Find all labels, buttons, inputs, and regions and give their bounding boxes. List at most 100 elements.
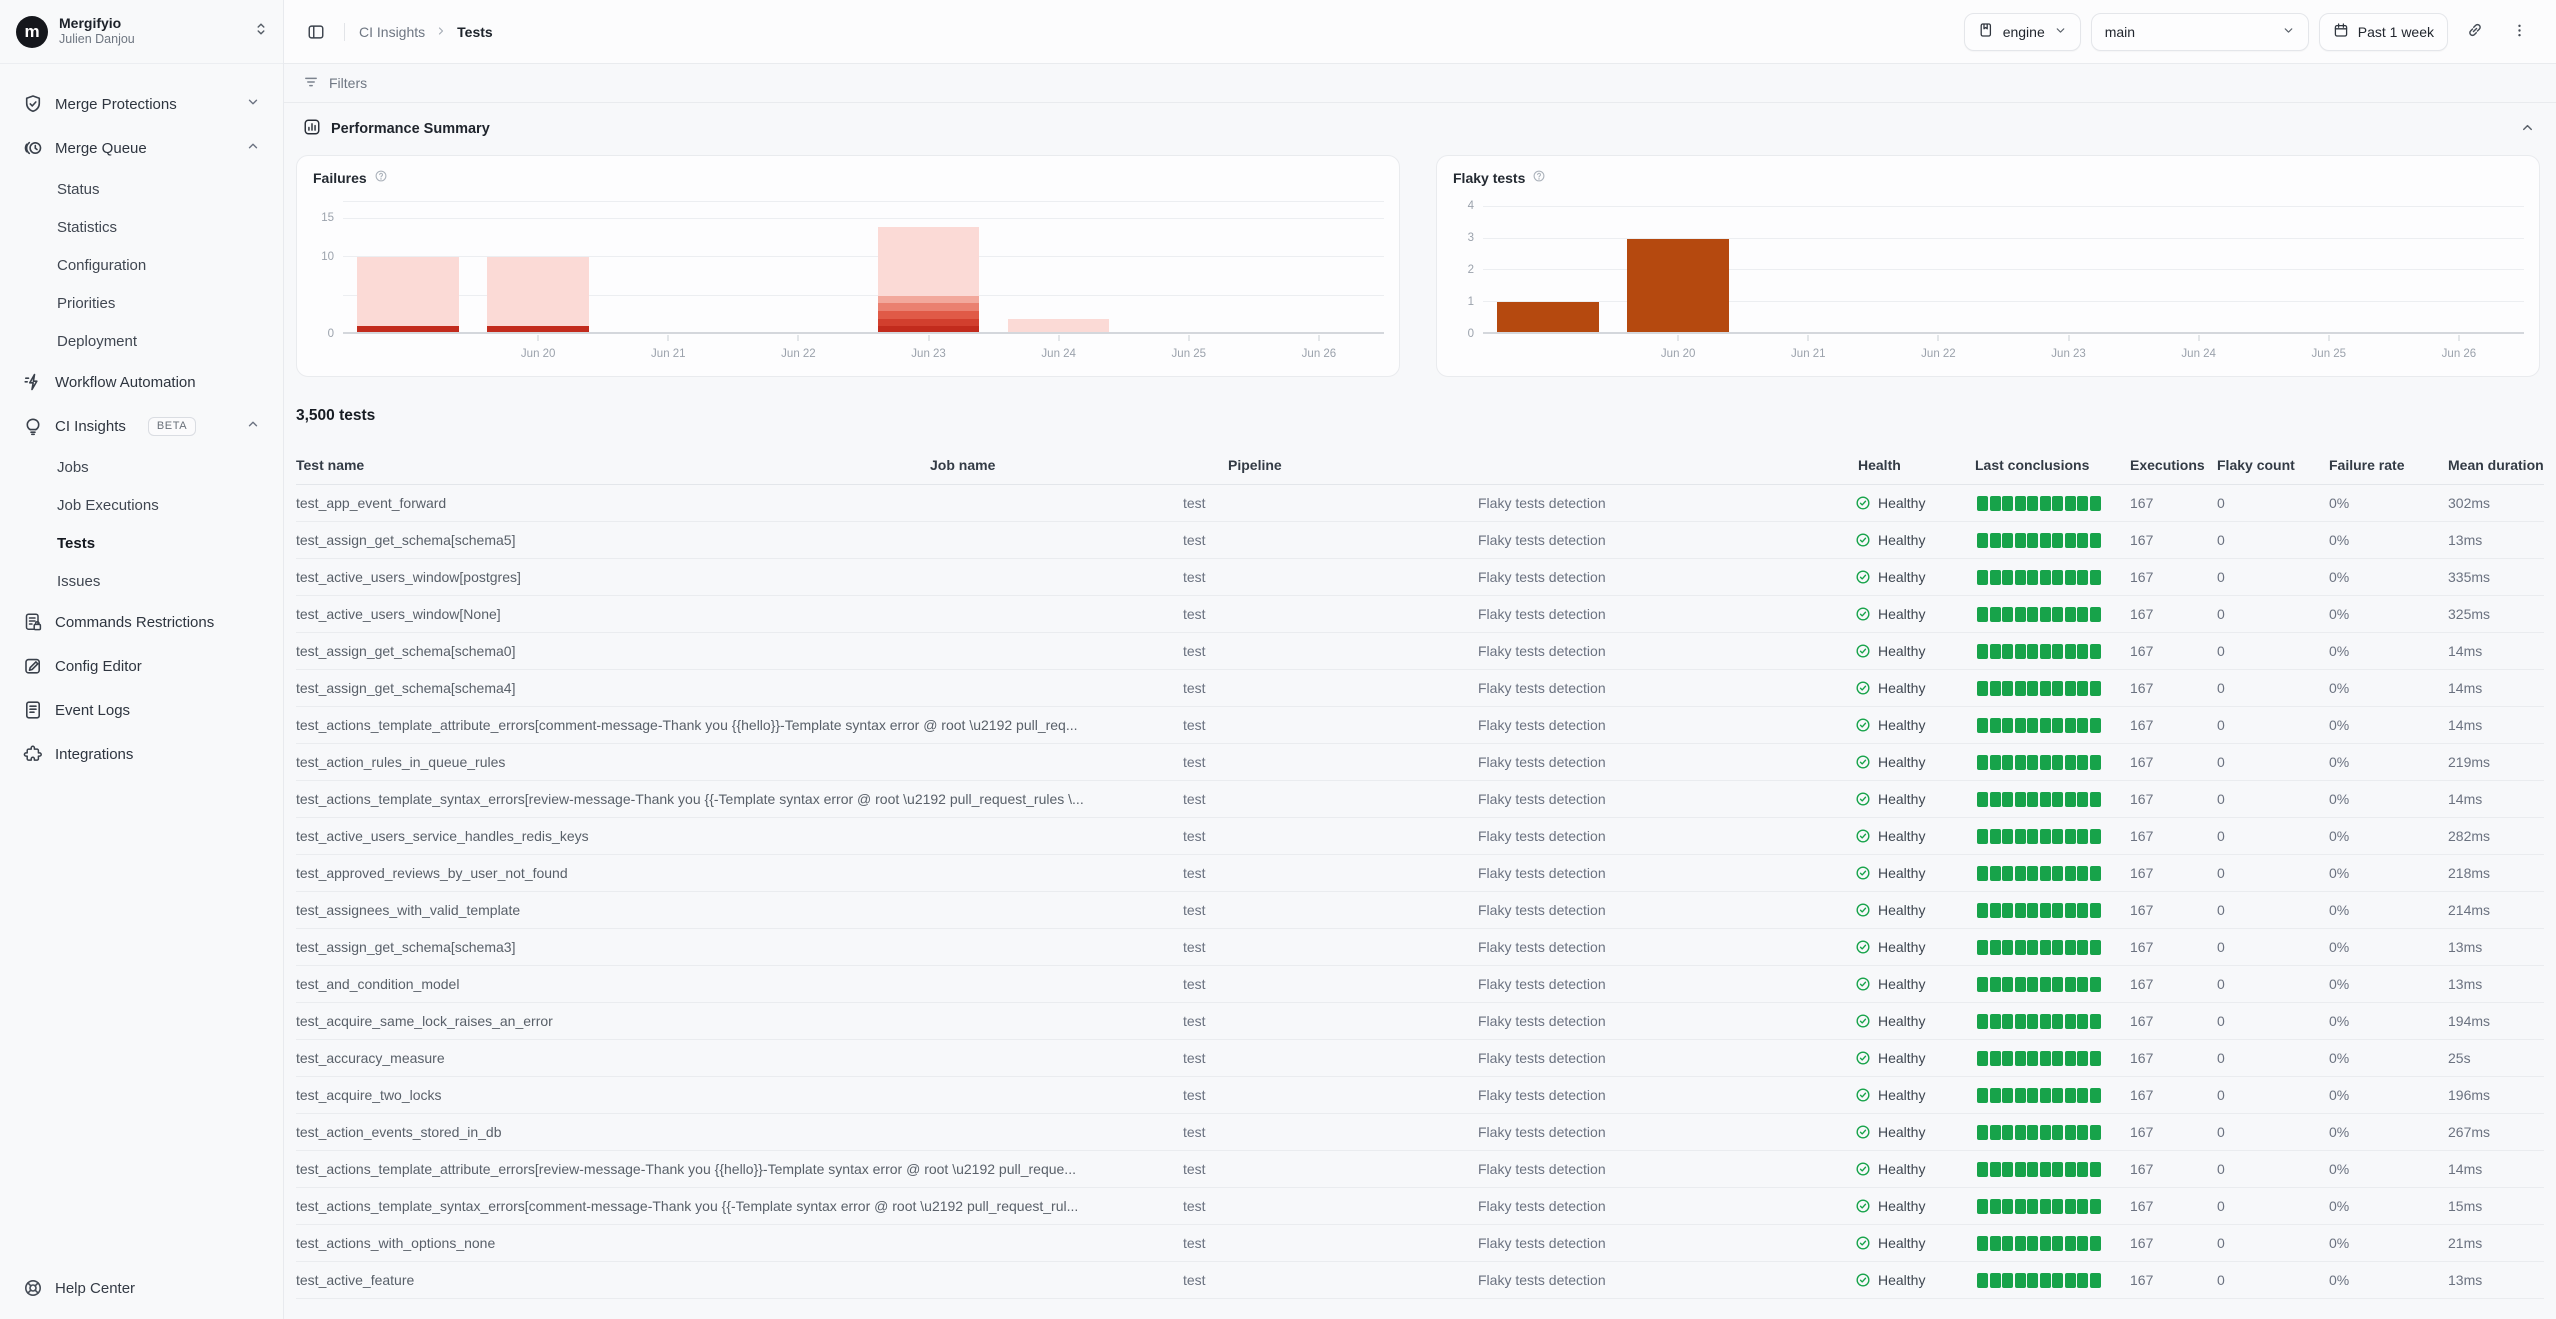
conclusion-success-block [2052,495,2063,511]
performance-summary-title: Performance Summary [331,121,490,137]
table-row[interactable]: test_actions_template_attribute_errors[c… [296,707,2544,744]
sidebar-item-event-logs[interactable]: Event Logs [12,688,271,732]
healthy-check-icon [1855,1087,1871,1103]
copy-link-button[interactable] [2458,15,2492,49]
table-row[interactable]: test_actions_with_options_none test Flaky … [296,1225,2544,1262]
table-row[interactable]: test_active_feature test Flaky tests detec… [296,1262,2544,1299]
conclusion-success-block [1977,606,1988,622]
job-name-cell: test [1183,1013,1206,1029]
table-row[interactable]: test_assignees_with_valid_template test Fl… [296,892,2544,929]
branch-select[interactable]: main [2090,12,2309,51]
table-row[interactable]: test_action_rules_in_queue_rules test Flak… [296,744,2544,781]
table-row[interactable]: test_active_users_service_handles_redis_… [296,818,2544,855]
conclusion-success-block [2089,902,2101,918]
last-conclusions-cell [1977,606,2130,622]
test-name-cell: test_action_rules_in_queue_rules [296,754,506,770]
table-row[interactable]: test_acquire_two_locks test Flaky tests de… [296,1077,2544,1114]
conclusion-success-block [1989,902,2001,918]
column-header-job-name[interactable]: Job name [930,456,996,473]
collapse-chevron-up-icon[interactable] [2520,120,2535,139]
health-cell: Healthy [1855,791,1977,807]
sidebar-item-config-editor[interactable]: Config Editor [12,644,271,688]
conclusion-success-block [2014,1124,2026,1140]
conclusion-success-block [2052,828,2063,844]
sidebar-nav: Merge Protections Merge Queue Status Statis… [0,64,283,1257]
health-label: Healthy [1878,976,1926,992]
table-row[interactable]: test_active_users_window[None] test Flaky … [296,596,2544,633]
breadcrumb-chevron-icon [435,24,447,40]
conclusion-success-block [2014,865,2026,881]
sidebar-item-workflow-automation[interactable]: Workflow Automation [12,360,271,404]
sidebar-item-tests[interactable]: Tests [12,524,271,562]
conclusion-success-block [1989,606,2001,622]
pipeline-cell: Flaky tests detection [1478,569,1606,585]
column-header-last-conclusions[interactable]: Last conclusions [1975,456,2090,473]
column-header-test-name[interactable]: Test name [296,456,365,473]
sidebar-item-configuration[interactable]: Configuration [12,246,271,284]
failure-rate-cell: 0% [2329,791,2350,807]
column-header-mean-duration[interactable]: Mean duration [2448,456,2544,473]
table-row[interactable]: test_approved_reviews_by_user_not_found t… [296,855,2544,892]
sidebar-item-ci-insights[interactable]: CI Insights BETA [12,404,271,448]
healthy-check-icon [1855,939,1871,955]
pipeline-cell: Flaky tests detection [1478,1161,1606,1177]
sidebar-toggle-icon[interactable] [302,18,330,46]
sidebar-item-issues[interactable]: Issues [12,562,271,600]
more-options-button[interactable] [2502,15,2536,49]
table-row[interactable]: test_app_event_forward test Flaky tests de… [296,485,2544,522]
pipeline-cell: Flaky tests detection [1478,902,1606,918]
table-row[interactable]: test_assign_get_schema[schema5] test Flaky… [296,522,2544,559]
help-circle-icon[interactable] [374,169,388,186]
table-row[interactable]: test_actions_template_syntax_errors[revi… [296,781,2544,818]
executions-cell: 167 [2130,532,2154,548]
table-row[interactable]: test_accuracy_measure test Flaky tests det… [296,1040,2544,1077]
flaky-count-cell: 0 [2217,495,2225,511]
table-row[interactable]: test_acquire_same_lock_raises_an_error te… [296,1003,2544,1040]
table-row[interactable]: test_actions_template_attribute_errors[r… [296,1151,2544,1188]
bar-segment-failures-shade-lightest [877,226,980,296]
column-header-pipeline[interactable]: Pipeline [1228,456,1282,473]
conclusion-success-block [1977,569,1988,585]
sidebar-item-job-executions[interactable]: Job Executions [12,486,271,524]
table-row[interactable]: test_active_users_window[postgres] test Fl… [296,559,2544,596]
conclusion-success-block [2077,902,2088,918]
healthy-check-icon [1855,1161,1871,1177]
sidebar-item-statistics[interactable]: Statistics [12,208,271,246]
filters-bar[interactable]: Filters [284,64,2556,103]
y-axis-tick-label: 0 [327,327,334,340]
table-row[interactable]: test_and_condition_model test Flaky tests … [296,966,2544,1003]
sidebar-item-jobs[interactable]: Jobs [12,448,271,486]
column-header-health[interactable]: Health [1858,456,1901,473]
table-row[interactable]: test_assign_get_schema[schema0] test Flaky… [296,633,2544,670]
org-switcher[interactable]: m Mergifyio Julien Danjou [0,0,283,64]
bar-segment-failures-shade-lightest [357,257,459,327]
topbar-divider [344,22,345,41]
table-row[interactable]: test_action_events_stored_in_db test Flaky… [296,1114,2544,1151]
help-center-link[interactable]: Help Center [0,1257,283,1319]
sidebar-item-merge-protections[interactable]: Merge Protections [12,82,271,126]
sidebar-item-integrations[interactable]: Integrations [12,732,271,776]
column-header-executions[interactable]: Executions [2130,456,2205,473]
conclusion-success-block [2077,680,2088,696]
table-row[interactable]: test_actions_template_syntax_errors[comm… [296,1188,2544,1225]
sidebar-item-status[interactable]: Status [12,170,271,208]
column-header-failure-rate[interactable]: Failure rate [2329,456,2405,473]
repository-select[interactable]: engine [1963,12,2081,51]
sidebar-item-deployment[interactable]: Deployment [12,322,271,360]
table-row[interactable]: test_assign_get_schema[schema3] test Flaky… [296,929,2544,966]
column-header-flaky-count[interactable]: Flaky count [2217,456,2295,473]
help-circle-icon[interactable] [1532,169,1546,186]
help-center-label: Help Center [55,1279,136,1297]
sidebar-item-merge-queue[interactable]: Merge Queue [12,126,271,170]
date-range-button[interactable]: Past 1 week [2318,12,2448,51]
breadcrumb-ci-insights[interactable]: CI Insights [359,23,426,40]
table-row[interactable]: test_assign_get_schema[schema4] test Flaky… [296,670,2544,707]
conclusion-success-block [2002,680,2013,696]
conclusion-success-block [2052,1050,2063,1066]
x-axis-tick [2328,335,2330,341]
conclusion-success-block [2052,606,2063,622]
sidebar-item-priorities[interactable]: Priorities [12,284,271,322]
executions-cell: 167 [2130,828,2154,844]
sidebar-item-commands-restrictions[interactable]: Commands Restrictions [12,600,271,644]
